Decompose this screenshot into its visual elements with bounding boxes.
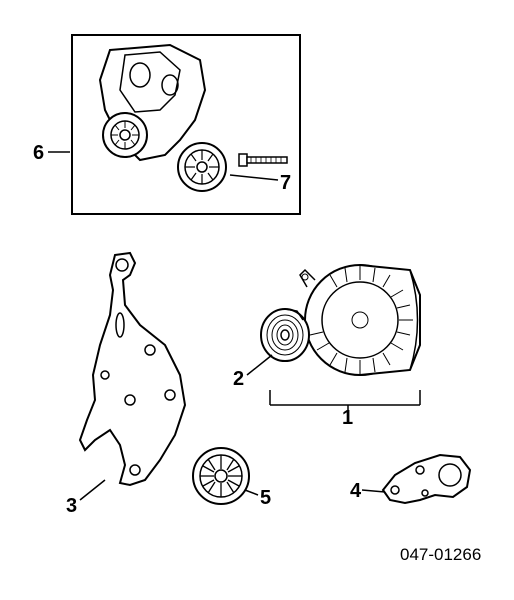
bolt-drawing [237,150,292,170]
label-1: 1 [342,407,353,430]
parts-diagram: 1 2 3 4 5 6 7 047-01266 [0,0,514,600]
small-bracket-drawing [375,445,480,520]
alternator-pulley-drawing [255,305,315,365]
mounting-bracket-drawing [75,245,195,495]
tensioner-pulley-drawing [175,140,230,195]
label-5: 5 [260,487,271,510]
idler-pulley-drawing [190,445,252,507]
label-3: 3 [66,495,77,518]
label-2: 2 [233,368,244,391]
label-4: 4 [350,480,361,503]
label-7: 7 [280,172,291,195]
diagram-part-number: 047-01266 [400,545,481,565]
label-6: 6 [33,142,44,165]
